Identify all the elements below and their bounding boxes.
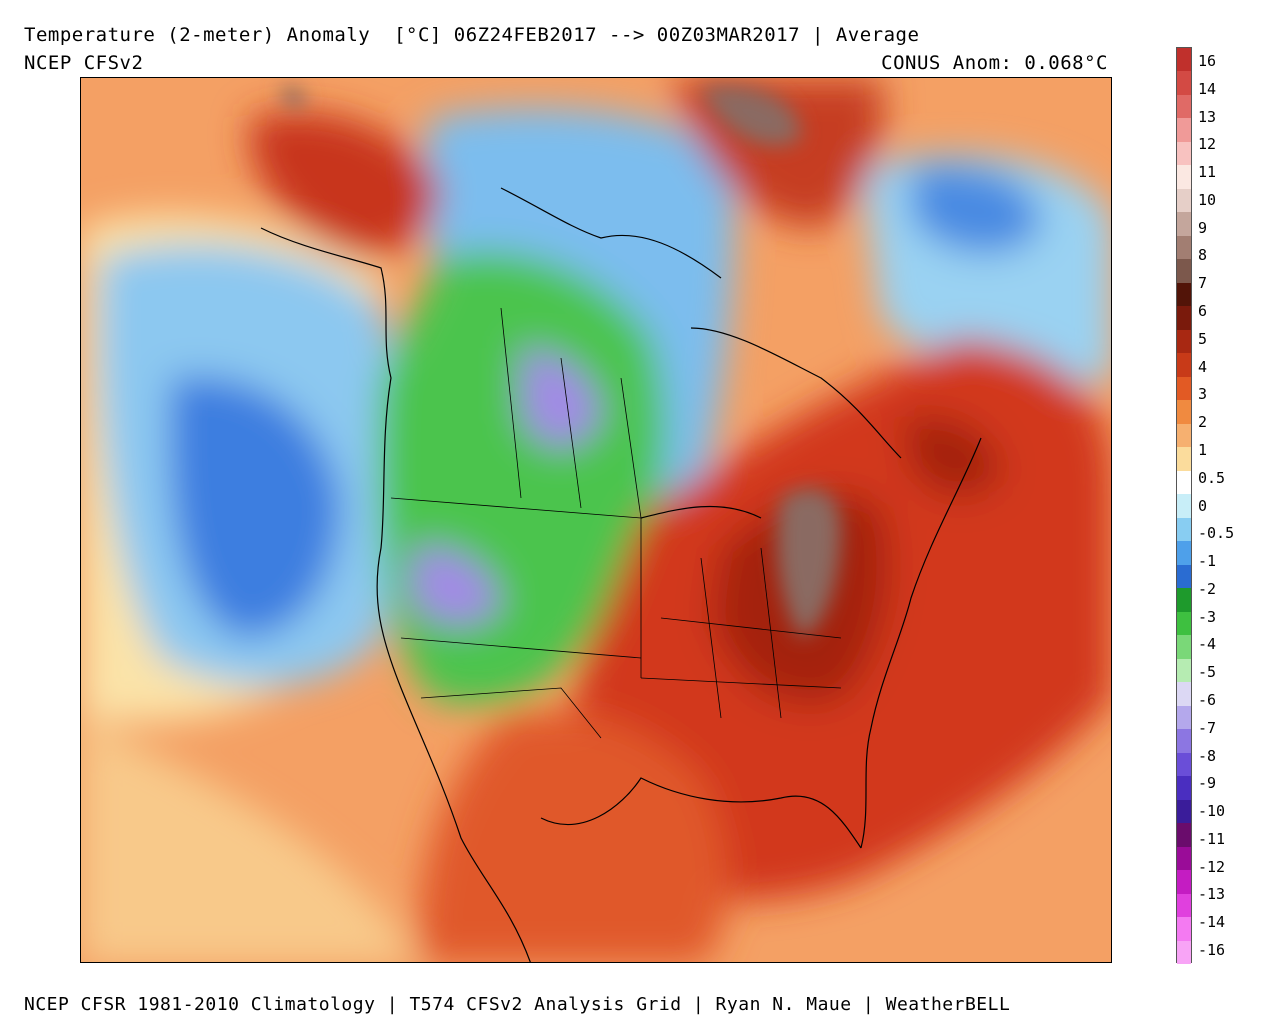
color-scale-step	[1177, 846, 1191, 871]
color-scale-step	[1177, 870, 1191, 895]
labrador-hot-core	[901, 416, 1001, 497]
color-scale-step	[1177, 188, 1191, 213]
color-scale-step	[1177, 141, 1191, 166]
color-scale-step	[1177, 729, 1191, 754]
color-scale-step	[1177, 259, 1191, 284]
anomaly-map-canvas	[81, 78, 1111, 962]
color-scale-label: 7	[1198, 274, 1208, 293]
color-scale-label: 11	[1198, 163, 1217, 182]
color-scale-step	[1177, 823, 1191, 848]
color-scale-step	[1177, 306, 1191, 331]
color-scale-step	[1177, 917, 1191, 941]
weak-warm-region	[81, 718, 420, 962]
color-scale-step	[1177, 71, 1191, 96]
color-scale-step	[1177, 118, 1191, 143]
color-scale-label: 10	[1198, 190, 1217, 209]
anomaly-map	[80, 77, 1112, 963]
color-scale-label: 1	[1198, 440, 1208, 459]
color-scale-label: 8	[1198, 246, 1208, 265]
color-scale-step	[1177, 682, 1191, 707]
color-scale-step	[1177, 940, 1191, 965]
color-scale-step	[1177, 235, 1191, 260]
color-scale-label: -8	[1198, 746, 1217, 765]
color-scale-step	[1177, 517, 1191, 542]
color-scale-step	[1177, 470, 1191, 495]
color-scale-bar	[1176, 47, 1192, 965]
color-scale-label: 13	[1198, 107, 1217, 126]
peak-anomaly-region	[281, 87, 305, 108]
alaska-warm-region	[249, 111, 441, 256]
color-scale-step	[1177, 423, 1191, 448]
color-scale-label: -12	[1198, 857, 1226, 876]
color-scale-label: -0.5	[1198, 524, 1235, 543]
color-scale-label: -2	[1198, 579, 1217, 598]
atlantic-cold-core	[911, 165, 1041, 254]
model-name: NCEP CFSv2	[24, 52, 144, 74]
coastlines	[260, 187, 982, 962]
color-scale-step	[1177, 494, 1191, 519]
peak-anomaly-region	[701, 85, 801, 146]
mexico-warm-region	[419, 710, 728, 962]
color-scale-step	[1177, 94, 1191, 119]
color-scale-label: -10	[1198, 802, 1226, 821]
color-scale-label: 0	[1198, 496, 1208, 515]
color-scale-step	[1177, 48, 1191, 72]
color-scale-step	[1177, 564, 1191, 589]
map-title: Temperature (2-meter) Anomaly [°C] 06Z24…	[24, 24, 920, 46]
color-scale-step	[1177, 752, 1191, 777]
color-scale-step	[1177, 799, 1191, 824]
color-scale-step	[1177, 611, 1191, 636]
color-scale-label: -9	[1198, 774, 1217, 793]
color-scale-label: 16	[1198, 52, 1217, 70]
color-scale-step	[1177, 705, 1191, 730]
color-scale-label: 2	[1198, 413, 1208, 432]
color-scale-label: -11	[1198, 829, 1226, 848]
color-scale-step	[1177, 282, 1191, 307]
color-scale-label: -4	[1198, 635, 1217, 654]
color-scale-step	[1177, 658, 1191, 683]
very-cold-pocket	[521, 348, 601, 448]
color-scale-step	[1177, 635, 1191, 660]
color-scale-step	[1177, 165, 1191, 190]
color-scale-label: -13	[1198, 885, 1226, 904]
color-scale-step	[1177, 212, 1191, 237]
color-scale-label: -6	[1198, 690, 1217, 709]
color-scale-label: 14	[1198, 79, 1217, 98]
color-scale-label: 4	[1198, 357, 1208, 376]
color-scale-label: -7	[1198, 718, 1217, 737]
color-scale-step	[1177, 447, 1191, 472]
color-scale-label: 0.5	[1198, 468, 1226, 487]
color-scale-label: 6	[1198, 302, 1208, 321]
color-scale-label: -16	[1198, 941, 1226, 959]
political-borders	[390, 307, 842, 739]
color-scale-label: 5	[1198, 329, 1208, 348]
color-scale-step	[1177, 376, 1191, 401]
peak-anomaly-region	[777, 488, 841, 638]
color-scale-label: -1	[1198, 552, 1217, 571]
color-scale-step	[1177, 541, 1191, 566]
color-scale-label: -14	[1198, 913, 1226, 932]
color-scale-label: -5	[1198, 663, 1217, 682]
pacific-cold-core	[169, 376, 341, 638]
color-scale-step	[1177, 329, 1191, 354]
data-credits: NCEP CFSR 1981-2010 Climatology | T574 C…	[24, 994, 1011, 1015]
color-scale-step	[1177, 776, 1191, 801]
color-scale-step	[1177, 588, 1191, 613]
color-scale-label: -3	[1198, 607, 1217, 626]
conus-anomaly-readout: CONUS Anom: 0.068°C	[881, 52, 1108, 74]
color-scale-step	[1177, 893, 1191, 918]
color-scale-label: 3	[1198, 385, 1208, 404]
very-cold-pocket	[411, 546, 501, 627]
color-scale-label: 12	[1198, 135, 1217, 154]
color-scale-step	[1177, 353, 1191, 378]
color-scale-step	[1177, 400, 1191, 425]
color-scale-label: 9	[1198, 218, 1208, 237]
